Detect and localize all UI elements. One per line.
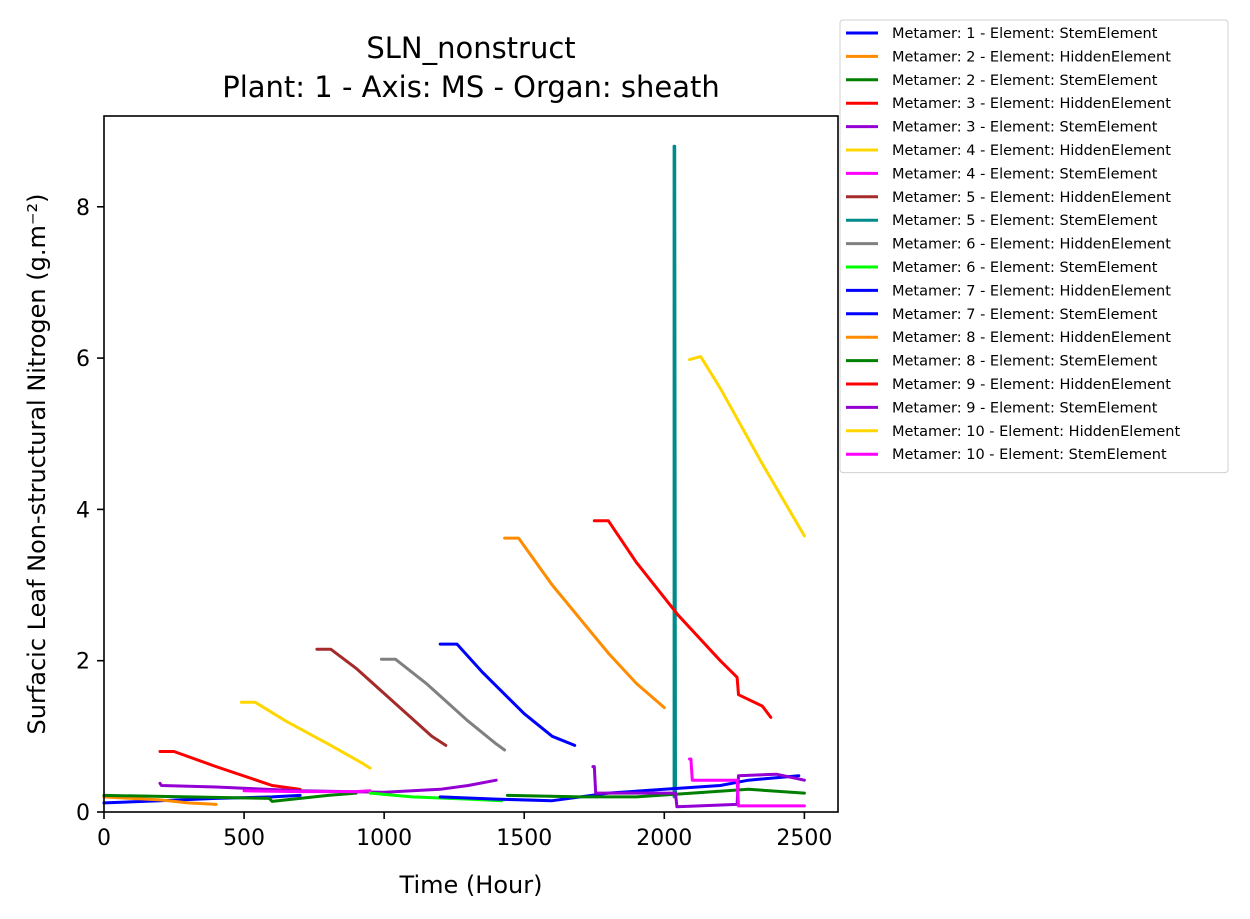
x-tick-label: 500 bbox=[223, 826, 265, 851]
axes-layer: 0 500 1000 1500 2000 2500 0 2 4 6 8 bbox=[76, 115, 839, 851]
series-line-18 bbox=[688, 355, 806, 538]
legend-entry: Metamer: 7 - Element: StemElement bbox=[892, 307, 1158, 323]
plot-frame bbox=[103, 115, 839, 813]
x-tick-label: 2000 bbox=[636, 826, 692, 851]
series-line-12 bbox=[438, 642, 577, 747]
legend-entry: Metamer: 1 - Element: StemElement bbox=[892, 26, 1158, 42]
series-line-13 bbox=[438, 774, 801, 803]
legend-entry: Metamer: 10 - Element: StemElement bbox=[892, 447, 1167, 463]
series-line-3 bbox=[102, 791, 358, 803]
chart-subtitle: Plant: 1 - Axis: MS - Organ: sheath bbox=[222, 70, 720, 104]
legend-entry: Metamer: 3 - Element: HiddenElement bbox=[892, 96, 1171, 112]
series-line-16 bbox=[592, 519, 773, 719]
legend: Metamer: 1 - Element: StemElement Metamer… bbox=[839, 19, 1229, 474]
legend-entry: Metamer: 4 - Element: HiddenElement bbox=[892, 143, 1171, 159]
y-axis-label: Surfacic Leaf Non-structural Nitrogen (g… bbox=[23, 194, 51, 735]
y-tick-label: 4 bbox=[76, 498, 90, 523]
x-tick-label: 1500 bbox=[496, 826, 552, 851]
series-line-4 bbox=[158, 750, 302, 791]
y-tick-label: 6 bbox=[76, 347, 90, 372]
legend-entry: Metamer: 10 - Element: HiddenElement bbox=[892, 424, 1180, 440]
legend-entry: Metamer: 9 - Element: StemElement bbox=[892, 400, 1158, 416]
chart-title: SLN_nonstruct bbox=[366, 31, 575, 65]
legend-entry: Metamer: 8 - Element: StemElement bbox=[892, 354, 1158, 370]
legend-entry: Metamer: 4 - Element: StemElement bbox=[892, 166, 1158, 182]
x-tick-label: 0 bbox=[97, 826, 111, 851]
legend-entry: Metamer: 2 - Element: HiddenElement bbox=[892, 49, 1171, 65]
series-line-9 bbox=[672, 144, 677, 799]
series-line-10 bbox=[379, 657, 507, 752]
legend-entry: Metamer: 9 - Element: HiddenElement bbox=[892, 377, 1171, 393]
series-line-6 bbox=[239, 700, 372, 770]
plot-layer bbox=[104, 116, 838, 812]
series-line-15 bbox=[505, 787, 806, 799]
legend-entry: Metamer: 6 - Element: HiddenElement bbox=[892, 237, 1171, 253]
x-tick-label: 1000 bbox=[356, 826, 412, 851]
legend-entry: Metamer: 7 - Element: HiddenElement bbox=[892, 283, 1171, 299]
y-tick-label: 2 bbox=[76, 650, 90, 675]
series-line-19 bbox=[688, 757, 806, 808]
series-line-2 bbox=[102, 795, 218, 806]
plot-area bbox=[104, 116, 838, 812]
legend-entry: Metamer: 5 - Element: StemElement bbox=[892, 213, 1158, 229]
series-layer bbox=[102, 144, 806, 809]
legend-entry: Metamer: 3 - Element: StemElement bbox=[892, 120, 1158, 136]
legend-entry: Metamer: 2 - Element: StemElement bbox=[892, 73, 1158, 89]
y-tick-label: 0 bbox=[76, 801, 90, 826]
series-line-14 bbox=[503, 536, 666, 710]
legend-frame bbox=[839, 19, 1229, 474]
legend-entry: Metamer: 5 - Element: HiddenElement bbox=[892, 190, 1171, 206]
legend-entry: Metamer: 6 - Element: StemElement bbox=[892, 260, 1158, 276]
series-line-7 bbox=[242, 789, 372, 794]
y-tick-label: 8 bbox=[76, 196, 90, 221]
series-line-8 bbox=[315, 647, 448, 747]
x-axis-label: Time (Hour) bbox=[399, 871, 543, 899]
x-tick-label: 2500 bbox=[776, 826, 832, 851]
series-line-17 bbox=[591, 765, 806, 809]
legend-entry: Metamer: 8 - Element: HiddenElement bbox=[892, 330, 1171, 346]
